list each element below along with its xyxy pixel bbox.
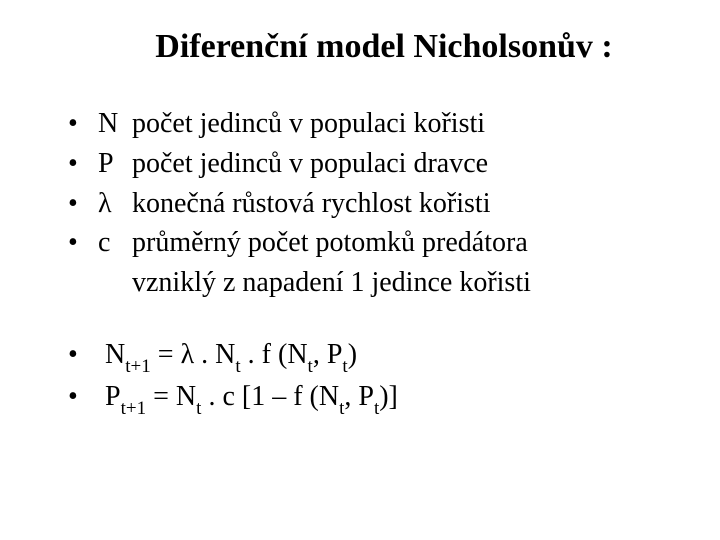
eq-tail2: , P bbox=[313, 339, 343, 370]
def-symbol: N bbox=[98, 104, 132, 144]
slide-title: Diferenční model Nicholsonův : bbox=[40, 28, 680, 66]
def-text: průměrný počet potomků predátora bbox=[132, 227, 528, 258]
slide: Diferenční model Nicholsonův : Npočet je… bbox=[0, 0, 720, 540]
def-item: λkonečná růstová rychlost kořisti bbox=[68, 184, 680, 224]
equation-item: Pt+1 = Nt . c [1 – f (Nt, Pt)] bbox=[68, 377, 680, 420]
def-text: počet jedinců v populaci kořisti bbox=[132, 108, 485, 139]
spacer bbox=[40, 303, 680, 335]
eq-tail-sub2: t bbox=[374, 398, 379, 419]
def-symbol: P bbox=[98, 144, 132, 184]
def-continuation-wrap: vzniklý z napadení 1 jedince kořisti bbox=[40, 263, 680, 303]
def-item: Ppočet jedinců v populaci dravce bbox=[68, 144, 680, 184]
eq-tail3: ) bbox=[348, 339, 357, 370]
eq-lhs-base: P bbox=[105, 381, 121, 412]
def-text: konečná růstová rychlost kořisti bbox=[132, 188, 490, 219]
eq-tail-sub2: t bbox=[342, 356, 347, 377]
def-symbol: λ bbox=[98, 184, 132, 224]
eq-tail: . c [1 – f (N bbox=[201, 381, 339, 412]
eq-lhs-sub: t+1 bbox=[125, 356, 151, 377]
eq-tail3: )] bbox=[379, 381, 398, 412]
definitions-list: Npočet jedinců v populaci kořisti Ppočet… bbox=[40, 104, 680, 263]
eq-tail-sub: t bbox=[339, 398, 344, 419]
eq-mid: = N bbox=[146, 381, 196, 412]
eq-mid: = λ . N bbox=[151, 339, 236, 370]
eq-lhs-base: N bbox=[105, 339, 125, 370]
def-text: počet jedinců v populaci dravce bbox=[132, 148, 488, 179]
eq-tail: . f (N bbox=[241, 339, 308, 370]
eq-lhs-sub: t+1 bbox=[121, 398, 147, 419]
eq-mid-sub: t bbox=[196, 398, 201, 419]
def-item: Npočet jedinců v populaci kořisti bbox=[68, 104, 680, 144]
def-item: cprůměrný počet potomků predátora bbox=[68, 223, 680, 263]
eq-tail2: , P bbox=[344, 381, 374, 412]
def-symbol: c bbox=[98, 223, 132, 263]
def-continuation: vzniklý z napadení 1 jedince kořisti bbox=[68, 263, 680, 303]
eq-mid-sub: t bbox=[235, 356, 240, 377]
equations-list: Nt+1 = λ . Nt . f (Nt, Pt) Pt+1 = Nt . c… bbox=[40, 335, 680, 420]
eq-tail-sub: t bbox=[308, 356, 313, 377]
equation-item: Nt+1 = λ . Nt . f (Nt, Pt) bbox=[68, 335, 680, 378]
